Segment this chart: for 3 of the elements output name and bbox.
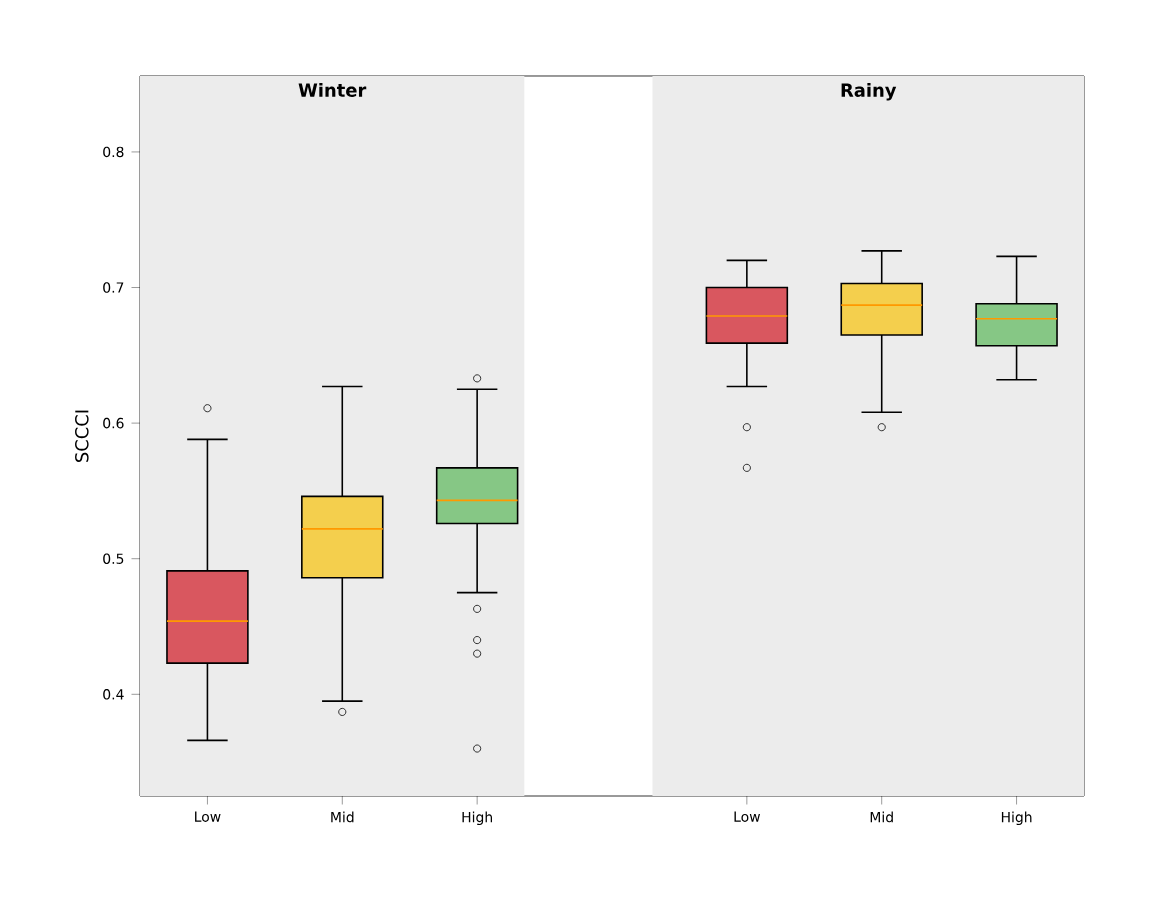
annotation: Rainy	[841, 83, 897, 101]
y-axis-title: SCCCI	[75, 410, 89, 462]
annotation: Winter	[298, 83, 367, 97]
